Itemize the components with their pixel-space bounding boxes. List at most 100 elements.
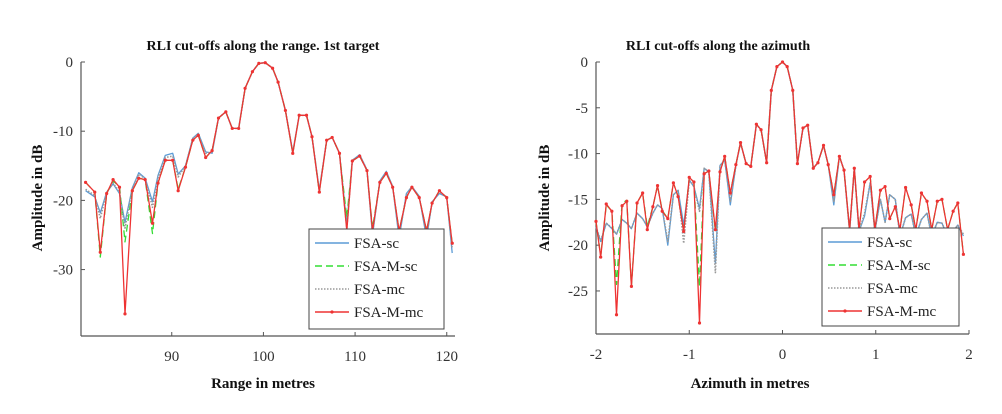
data-point — [692, 180, 696, 184]
data-point — [641, 191, 645, 195]
data-point — [614, 313, 619, 317]
x-tick-label: 2 — [965, 347, 973, 363]
data-point — [919, 191, 924, 195]
y-tick-label: -10 — [53, 124, 73, 140]
data-point — [682, 229, 686, 234]
data-point — [304, 113, 309, 117]
data-point — [671, 181, 675, 185]
data-point — [330, 135, 334, 140]
x-tick-label: -2 — [590, 347, 603, 363]
legend: FSA-sc FSA-M-sc FSA-mc FSA-M-mc — [821, 227, 960, 327]
data-point — [216, 116, 221, 120]
data-point — [754, 122, 758, 126]
data-point — [257, 61, 261, 65]
data-point — [791, 88, 795, 92]
data-point — [230, 126, 234, 131]
data-point — [645, 227, 649, 232]
data-point — [666, 217, 670, 221]
range-chart: RLI cut-offs along the range. 1st target… — [30, 39, 458, 392]
x-tick-label: -1 — [683, 347, 696, 363]
data-point — [620, 204, 624, 208]
x-tick-label: 90 — [164, 349, 179, 365]
data-point — [196, 133, 200, 137]
azimuth-chart: RLI cut-offs along the azimuth Azimuth i… — [537, 39, 973, 392]
data-point — [765, 161, 769, 165]
data-point — [676, 195, 680, 199]
data-point — [925, 199, 929, 203]
data-point — [749, 164, 753, 169]
data-point — [417, 196, 421, 200]
data-point — [780, 60, 785, 64]
data-point — [738, 140, 743, 145]
data-point — [785, 64, 789, 69]
data-point — [445, 196, 449, 200]
legend: FSA-sc FSA-M-sc FSA-mc FSA-M-mc — [308, 228, 445, 330]
data-point — [183, 165, 188, 169]
data-point — [940, 197, 944, 201]
data-point — [117, 185, 122, 189]
y-tick-label: -20 — [568, 238, 588, 254]
data-point — [171, 158, 175, 162]
data-point — [852, 166, 856, 170]
data-point — [450, 241, 454, 245]
data-point — [697, 321, 702, 325]
data-point — [951, 209, 955, 213]
data-point — [713, 227, 717, 232]
data-point — [903, 185, 908, 190]
x-axis-label: Range in metres — [211, 376, 315, 392]
data-point — [610, 209, 614, 213]
data-point — [878, 188, 883, 192]
data-point — [806, 123, 810, 127]
data-point — [775, 64, 779, 69]
data-point — [888, 217, 892, 221]
data-point — [156, 181, 160, 185]
y-tick-label: -10 — [568, 147, 588, 163]
data-point — [728, 191, 732, 195]
data-point — [176, 189, 180, 193]
data-point — [310, 135, 314, 139]
data-point — [594, 219, 598, 223]
data-point — [143, 178, 147, 182]
data-point — [837, 154, 841, 158]
data-point — [811, 166, 815, 170]
x-tick-label: 120 — [436, 349, 459, 365]
plot-area — [83, 61, 454, 316]
x-tick-label: 1 — [872, 347, 880, 363]
y-axis-label: Amplitude in dB — [30, 145, 46, 252]
legend-label: FSA-M-sc — [354, 259, 418, 275]
data-point — [123, 312, 127, 316]
data-point — [826, 162, 830, 167]
data-point — [350, 159, 354, 163]
data-point — [283, 108, 288, 113]
data-point — [795, 162, 800, 166]
data-point — [759, 128, 763, 132]
data-point — [191, 138, 195, 142]
data-point — [317, 190, 321, 194]
data-point — [821, 143, 826, 147]
data-point — [629, 284, 634, 288]
data-point — [224, 110, 228, 114]
data-point — [263, 61, 267, 65]
data-point — [297, 113, 301, 117]
data-point — [83, 180, 88, 184]
legend-label: FSA-M-mc — [867, 304, 937, 320]
x-tick-label: 0 — [779, 347, 787, 363]
data-point — [801, 126, 805, 130]
data-point — [635, 201, 639, 205]
data-point — [98, 250, 102, 254]
data-point — [744, 162, 748, 166]
series-line-fsa-sc — [85, 62, 453, 254]
data-point — [204, 155, 208, 160]
legend-marker — [330, 310, 334, 314]
data-point — [291, 151, 295, 155]
y-tick-label: -25 — [568, 284, 588, 300]
legend-label: FSA-M-sc — [867, 258, 931, 274]
data-point — [130, 189, 134, 193]
data-point — [707, 169, 711, 173]
series-line-fsa-m-mc — [595, 61, 965, 324]
axes — [80, 61, 455, 337]
data-point — [956, 201, 960, 205]
y-tick-label: -15 — [568, 192, 588, 208]
y-tick-label: 0 — [66, 55, 74, 71]
data-point — [237, 126, 241, 131]
